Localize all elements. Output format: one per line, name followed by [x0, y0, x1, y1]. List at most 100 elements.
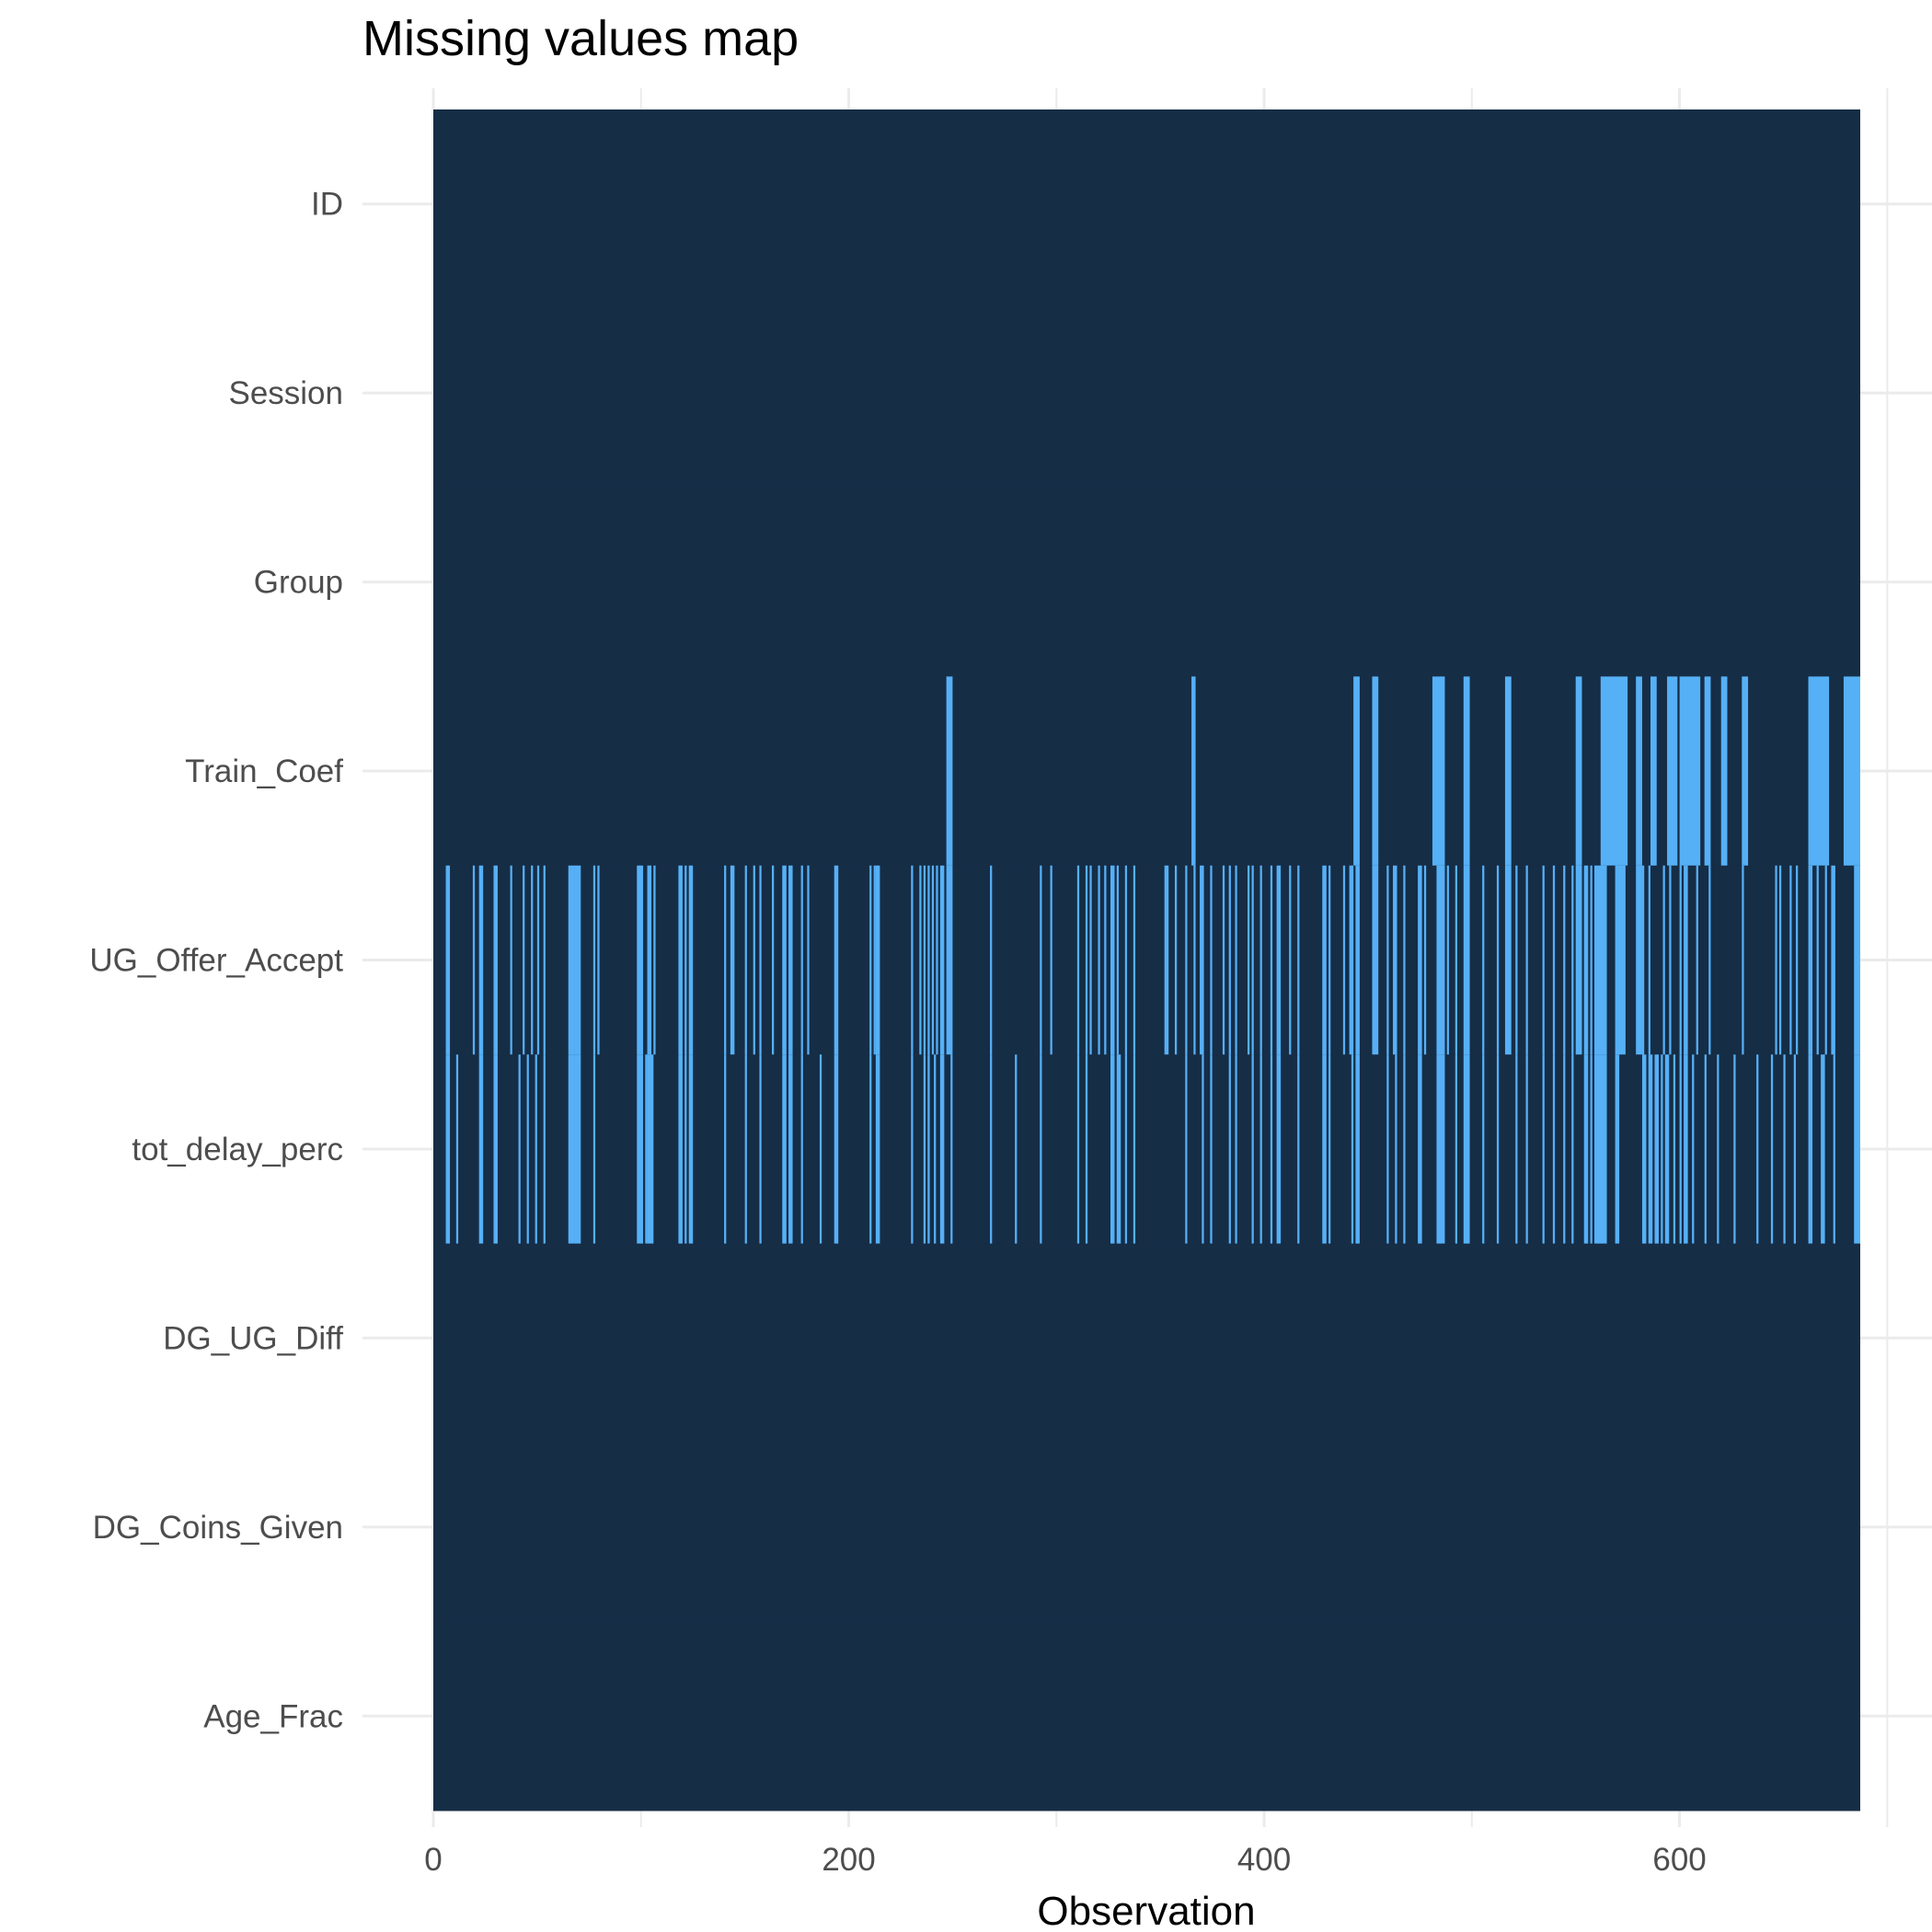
- missing-block-UG_Offer_Accept-116: [1854, 865, 1860, 1055]
- missing-block-tot_delay_perc-16: [688, 1054, 694, 1245]
- missing-block-UG_Offer_Accept-65: [1270, 865, 1273, 1055]
- missing-block-tot_delay_perc-24: [834, 1054, 839, 1245]
- missing-block-UG_Offer_Accept-76: [1393, 865, 1397, 1055]
- missing-block-UG_Offer_Accept-20: [730, 865, 735, 1055]
- missing-block-tot_delay_perc-90: [1793, 1054, 1797, 1245]
- missing-block-tot_delay_perc-4: [518, 1054, 521, 1245]
- missing-block-UG_Offer_Accept-58: [1210, 865, 1213, 1055]
- missing-block-Train_Coef-16: [1808, 676, 1830, 867]
- missing-block-UG_Offer_Accept-2: [478, 865, 484, 1055]
- missing-block-tot_delay_perc-18: [744, 1054, 747, 1245]
- missing-block-tot_delay_perc-27: [911, 1054, 914, 1245]
- missing-block-UG_Offer_Accept-11: [592, 865, 596, 1055]
- missing-block-UG_Offer_Accept-14: [647, 865, 652, 1055]
- x-axis-title: Observation: [1037, 1889, 1255, 1932]
- missing-block-Train_Coef-10: [1650, 676, 1657, 867]
- missing-block-UG_Offer_Accept-31: [873, 865, 876, 1055]
- missing-block-UG_Offer_Accept-70: [1328, 865, 1331, 1055]
- missing-block-tot_delay_perc-59: [1418, 1054, 1422, 1245]
- row-present-Session: [433, 298, 1860, 489]
- missing-block-tot_delay_perc-22: [800, 1054, 803, 1245]
- missing-block-tot_delay_perc-64: [1496, 1054, 1500, 1245]
- missing-block-UG_Offer_Accept-19: [724, 865, 727, 1055]
- missing-block-UG_Offer_Accept-45: [1085, 865, 1088, 1055]
- missing-block-tot_delay_perc-0: [445, 1054, 451, 1245]
- missing-block-UG_Offer_Accept-13: [637, 865, 644, 1055]
- missing-block-tot_delay_perc-88: [1770, 1054, 1774, 1245]
- missing-block-UG_Offer_Accept-73: [1355, 865, 1360, 1055]
- missing-block-Train_Coef-13: [1704, 676, 1711, 867]
- missing-block-UG_Offer_Accept-10: [574, 865, 581, 1055]
- missing-block-tot_delay_perc-35: [1040, 1054, 1042, 1245]
- missing-block-UG_Offer_Accept-95: [1590, 865, 1593, 1055]
- missing-block-UG_Offer_Accept-84: [1482, 865, 1485, 1055]
- missing-block-UG_Offer_Accept-26: [788, 865, 793, 1055]
- missing-block-tot_delay_perc-76: [1648, 1054, 1653, 1245]
- missing-block-UG_Offer_Accept-36: [927, 865, 930, 1055]
- missing-block-UG_Offer_Accept-114: [1824, 865, 1827, 1055]
- x-tick-labels: 0 200 400 600: [424, 1842, 1707, 1878]
- missing-block-tot_delay_perc-85: [1717, 1054, 1719, 1245]
- missing-block-tot_delay_perc-58: [1403, 1054, 1406, 1245]
- missing-block-UG_Offer_Accept-85: [1496, 865, 1500, 1055]
- missing-block-UG_Offer_Accept-18: [688, 865, 694, 1055]
- missing-block-Train_Coef-11: [1667, 676, 1678, 867]
- missing-block-UG_Offer_Accept-27: [800, 865, 803, 1055]
- missing-block-UG_Offer_Accept-38: [936, 865, 938, 1055]
- missing-block-tot_delay_perc-49: [1270, 1054, 1273, 1245]
- missing-block-UG_Offer_Accept-41: [990, 865, 993, 1055]
- missing-block-UG_Offer_Accept-6: [531, 865, 534, 1055]
- missing-block-Train_Coef-14: [1720, 676, 1728, 867]
- missing-block-tot_delay_perc-72: [1590, 1054, 1593, 1245]
- missing-block-UG_Offer_Accept-111: [1796, 865, 1799, 1055]
- missing-block-tot_delay_perc-21: [788, 1054, 793, 1245]
- missing-block-tot_delay_perc-11: [637, 1054, 644, 1245]
- missing-block-UG_Offer_Accept-1: [472, 865, 476, 1055]
- missing-block-UG_Offer_Accept-63: [1251, 865, 1254, 1055]
- heatmap-tiles: [433, 109, 1860, 1811]
- missing-block-UG_Offer_Accept-7: [536, 865, 540, 1055]
- missing-block-UG_Offer_Accept-99: [1641, 865, 1645, 1055]
- missing-block-tot_delay_perc-86: [1733, 1054, 1736, 1245]
- missing-block-UG_Offer_Accept-106: [1708, 865, 1711, 1055]
- missing-block-UG_Offer_Accept-97: [1615, 865, 1626, 1055]
- missing-block-tot_delay_perc-57: [1395, 1054, 1397, 1245]
- missing-block-tot_delay_perc-93: [1833, 1054, 1835, 1245]
- missing-block-tot_delay_perc-20: [782, 1054, 787, 1245]
- missing-block-UG_Offer_Accept-37: [931, 865, 935, 1055]
- missing-block-tot_delay_perc-60: [1436, 1054, 1445, 1245]
- missing-block-UG_Offer_Accept-42: [1040, 865, 1042, 1055]
- missing-block-tot_delay_perc-47: [1251, 1054, 1254, 1245]
- missing-block-tot_delay_perc-15: [684, 1054, 687, 1245]
- missing-block-tot_delay_perc-75: [1641, 1054, 1647, 1245]
- missing-block-tot_delay_perc-32: [950, 1054, 953, 1245]
- missing-block-UG_Offer_Accept-90: [1552, 865, 1556, 1055]
- missing-block-tot_delay_perc-7: [543, 1054, 546, 1245]
- missing-block-tot_delay_perc-73: [1594, 1054, 1607, 1245]
- missing-block-UG_Offer_Accept-22: [753, 865, 755, 1055]
- missing-block-tot_delay_perc-46: [1235, 1054, 1237, 1245]
- missing-block-UG_Offer_Accept-44: [1076, 865, 1080, 1055]
- missing-block-UG_Offer_Accept-66: [1276, 865, 1282, 1055]
- missing-block-UG_Offer_Accept-23: [759, 865, 762, 1055]
- missing-block-tot_delay_perc-77: [1654, 1054, 1660, 1245]
- missing-block-UG_Offer_Accept-103: [1679, 865, 1682, 1055]
- missing-block-UG_Offer_Accept-12: [597, 865, 600, 1055]
- missing-block-tot_delay_perc-29: [927, 1054, 930, 1245]
- x-tick-label-0: 0: [424, 1842, 442, 1878]
- missing-block-UG_Offer_Accept-94: [1583, 865, 1589, 1055]
- missing-block-tot_delay_perc-92: [1821, 1054, 1825, 1245]
- missing-block-tot_delay_perc-81: [1679, 1054, 1682, 1245]
- missing-block-tot_delay_perc-41: [1133, 1054, 1136, 1245]
- missing-block-tot_delay_perc-51: [1297, 1054, 1300, 1245]
- missing-block-tot_delay_perc-68: [1552, 1054, 1556, 1245]
- missing-block-UG_Offer_Accept-61: [1235, 865, 1237, 1055]
- missing-block-UG_Offer_Accept-112: [1808, 865, 1813, 1055]
- missing-block-tot_delay_perc-94: [1854, 1054, 1860, 1245]
- missing-block-tot_delay_perc-6: [535, 1054, 537, 1245]
- missing-block-tot_delay_perc-83: [1692, 1054, 1695, 1245]
- missing-block-tot_delay_perc-23: [819, 1054, 822, 1245]
- missing-block-Train_Coef-7: [1575, 676, 1582, 867]
- missing-block-UG_Offer_Accept-71: [1342, 865, 1346, 1055]
